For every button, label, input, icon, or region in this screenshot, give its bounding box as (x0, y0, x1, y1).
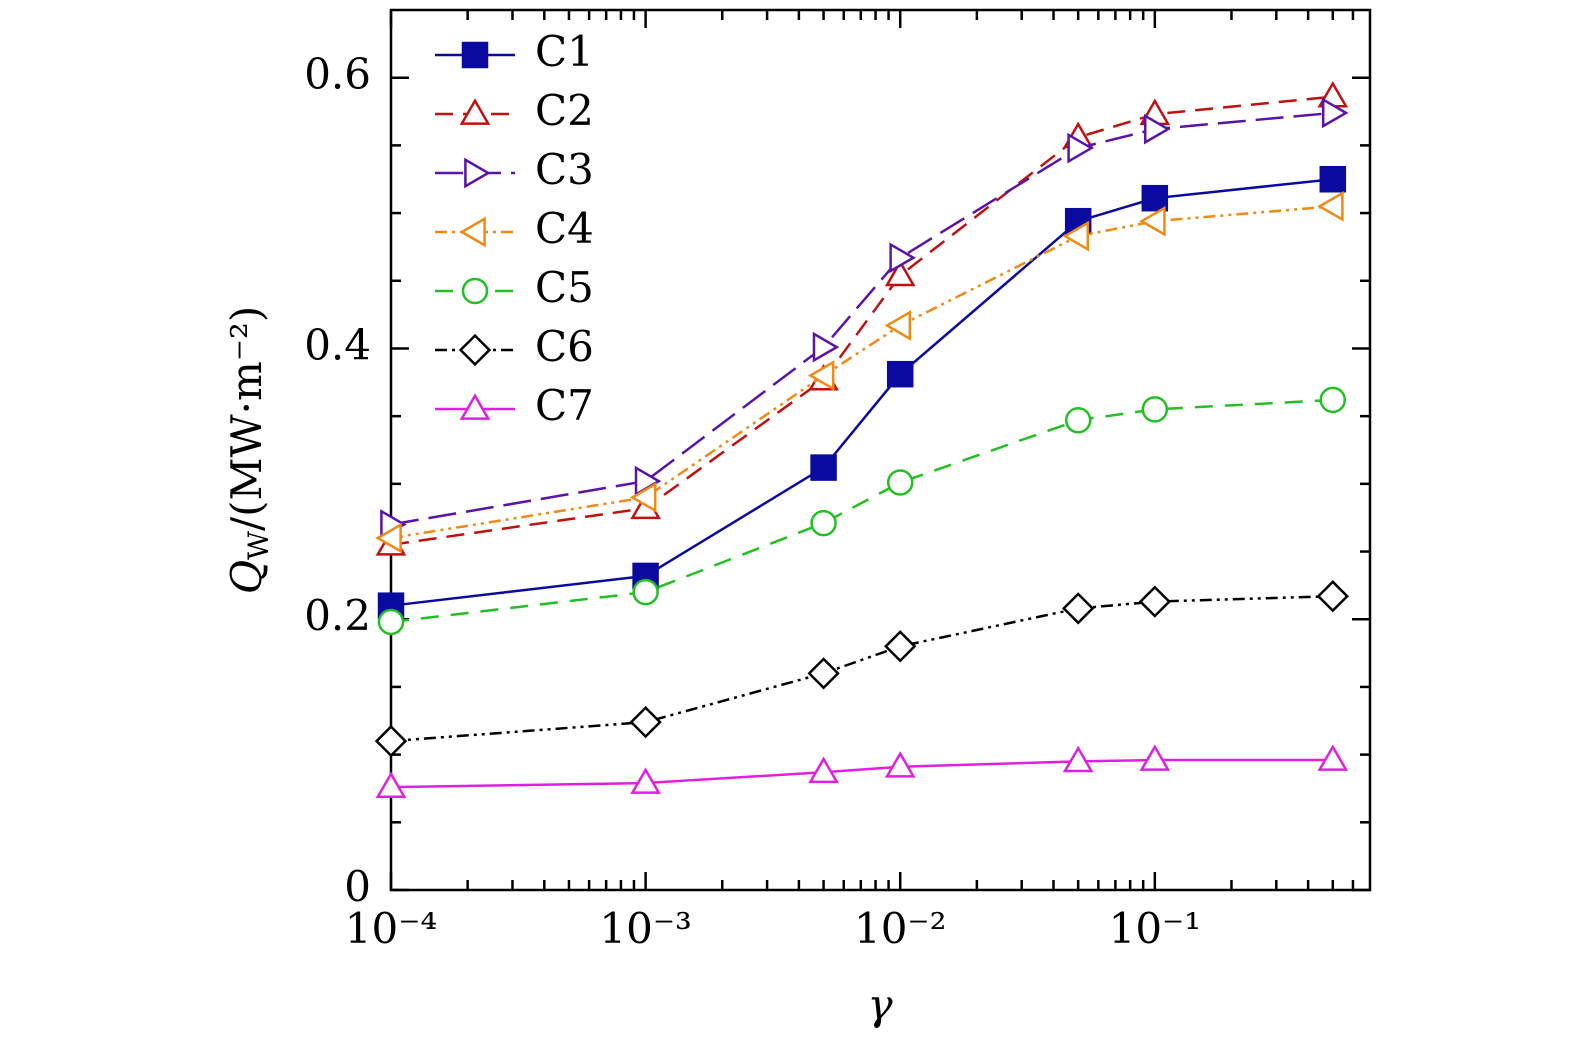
marker (810, 509, 837, 537)
marker (1062, 220, 1090, 252)
marker (1321, 97, 1349, 129)
series-line (390, 205, 1333, 540)
marker (886, 360, 914, 388)
y-label-part: Q (222, 560, 271, 594)
marker (632, 578, 659, 606)
marker (884, 751, 916, 778)
y-label-part: W (242, 531, 275, 560)
legend-label: C2 (535, 86, 594, 135)
legend-marker (459, 98, 491, 125)
series-line (390, 594, 1333, 743)
legend-label: C4 (535, 204, 594, 253)
y-tick-label: 0 (344, 862, 371, 911)
marker (812, 331, 840, 363)
marker (1062, 745, 1094, 773)
marker (1319, 386, 1347, 414)
marker (884, 310, 912, 341)
marker (1139, 205, 1166, 237)
marker (808, 756, 839, 784)
marker (810, 454, 837, 481)
y-tick-label: 0.2 (304, 591, 371, 640)
marker (1062, 592, 1095, 625)
legend-marker (461, 277, 489, 305)
y-axis-label: QW/(MW·m⁻²) (222, 306, 275, 595)
legend-label: C7 (535, 381, 594, 430)
marker (1319, 165, 1347, 193)
marker (807, 360, 835, 391)
legend-marker (464, 157, 491, 189)
marker (1143, 113, 1171, 145)
marker (1316, 580, 1349, 613)
marker (1067, 132, 1094, 164)
x-tick-label: 10⁻² (854, 904, 946, 953)
marker (884, 630, 917, 663)
marker (629, 705, 662, 739)
y-label-part: /(MW·m⁻²) (222, 306, 271, 531)
legend-label: C6 (535, 322, 594, 371)
marker (807, 657, 840, 690)
legend-marker (459, 216, 486, 248)
legend-label: C5 (535, 263, 594, 312)
marker (1317, 190, 1344, 222)
x-tick-label: 10⁻¹ (1109, 904, 1201, 953)
x-axis-label: γ (867, 980, 893, 1029)
series-line (390, 111, 1333, 526)
legend-marker (459, 393, 491, 420)
plot-frame (389, 8, 1372, 892)
x-tick-label: 10⁻³ (599, 904, 691, 953)
marker (377, 608, 405, 636)
marker (886, 469, 914, 496)
marker (1317, 744, 1349, 771)
marker (374, 724, 408, 758)
legend-label: C3 (535, 145, 594, 194)
legend-marker (461, 41, 489, 69)
marker (1139, 744, 1171, 771)
marker (884, 259, 916, 287)
legend-marker (458, 333, 492, 367)
series-line (390, 758, 1333, 789)
legend-label: C1 (535, 27, 594, 76)
x-tick-label: 10⁻⁴ (345, 904, 437, 953)
marker (630, 767, 661, 794)
marker (889, 242, 916, 274)
series-line (390, 177, 1333, 607)
marker (1141, 184, 1169, 212)
marker (375, 522, 402, 554)
marker (1138, 585, 1171, 618)
marker (629, 482, 657, 513)
y-tick-label: 0.6 (304, 50, 371, 99)
y-tick-label: 0.4 (304, 320, 371, 369)
marker (375, 771, 407, 798)
series-line (390, 95, 1333, 547)
marker (1064, 406, 1092, 434)
marker (1141, 396, 1169, 423)
